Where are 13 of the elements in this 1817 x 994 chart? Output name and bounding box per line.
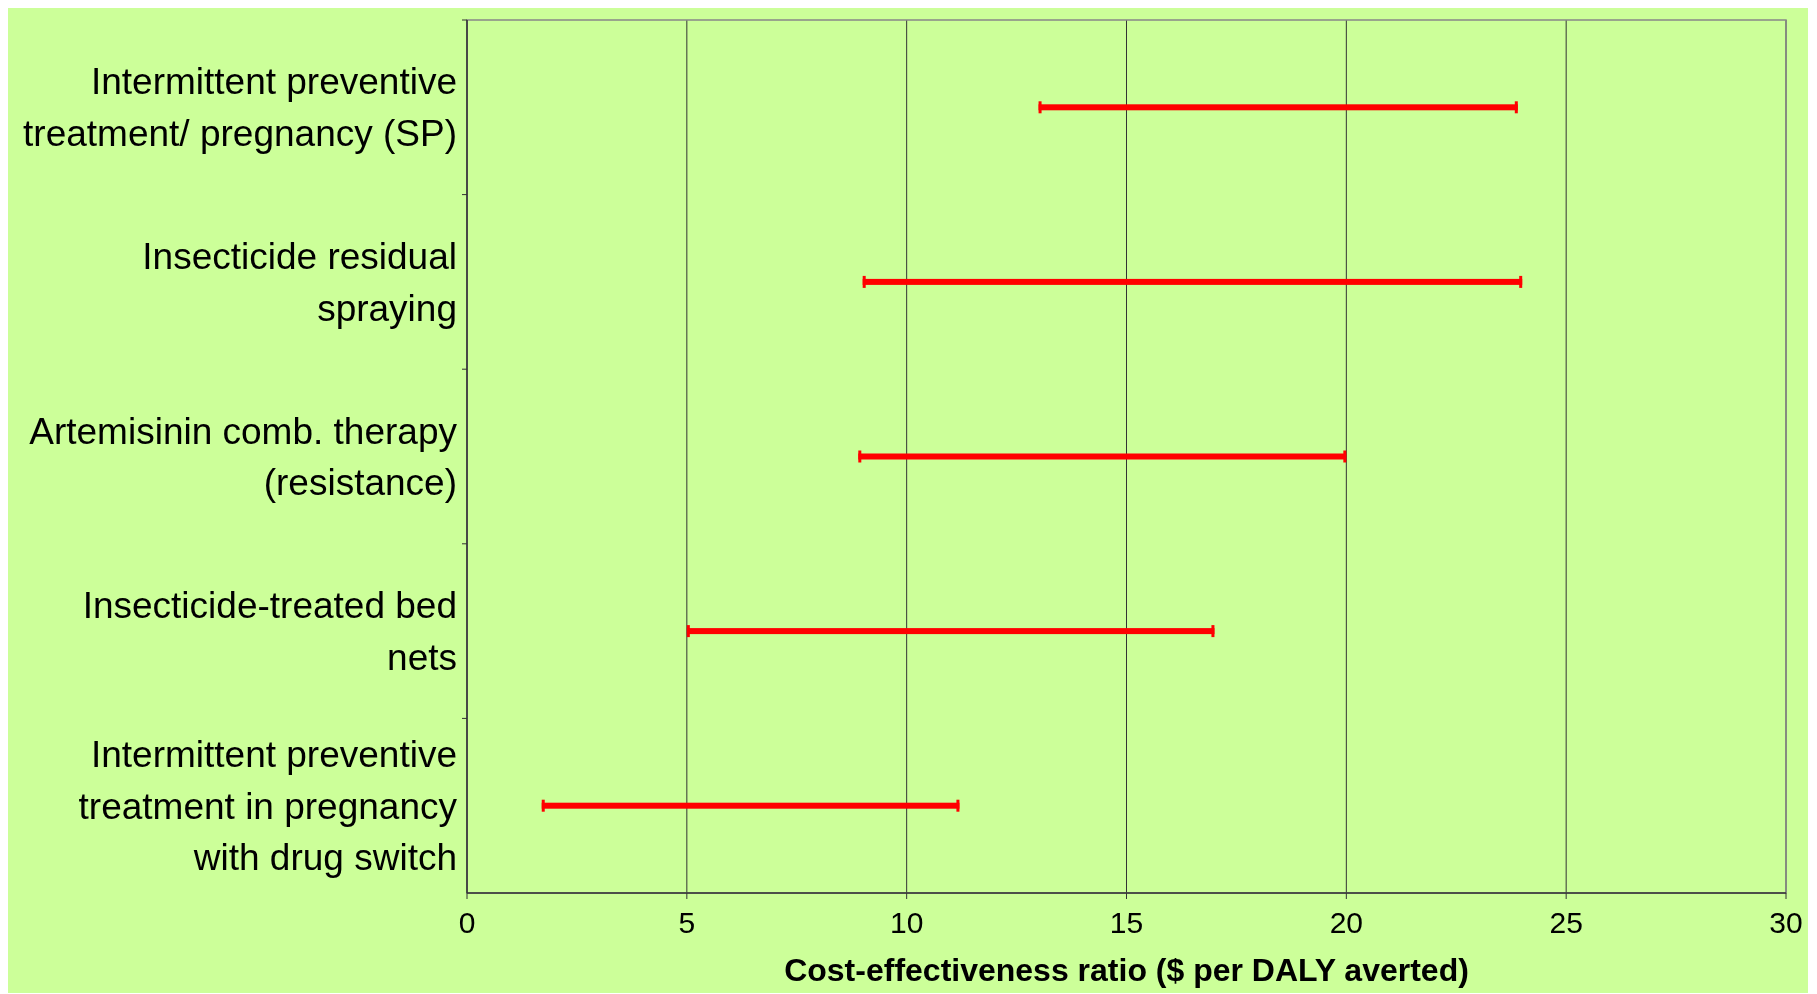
y-tick-label: Artemisinin comb. therapy (resistance) [29, 410, 458, 504]
x-tick-label: 5 [678, 906, 696, 939]
x-tick-label: 25 [1549, 906, 1583, 939]
x-tick-label: 15 [1109, 906, 1144, 939]
x-tick-label: 20 [1329, 906, 1364, 939]
y-tick-label: Intermittent preventive treatment in pregnancy with drug switch [78, 733, 458, 879]
y-tick-label: Intermittent preventive treatment/ pregnancy (SP) [23, 61, 457, 155]
x-tick-label: 0 [458, 906, 476, 939]
x-tick-label: 30 [1769, 906, 1803, 939]
x-axis-title: Cost-effectiveness ratio ($ per DALY averted) [784, 952, 1469, 988]
y-tick-label: Insecticide residual spraying [142, 235, 457, 329]
y-tick-label: Insecticide-treated bed nets [82, 585, 457, 678]
x-tick-label: 10 [889, 906, 924, 939]
